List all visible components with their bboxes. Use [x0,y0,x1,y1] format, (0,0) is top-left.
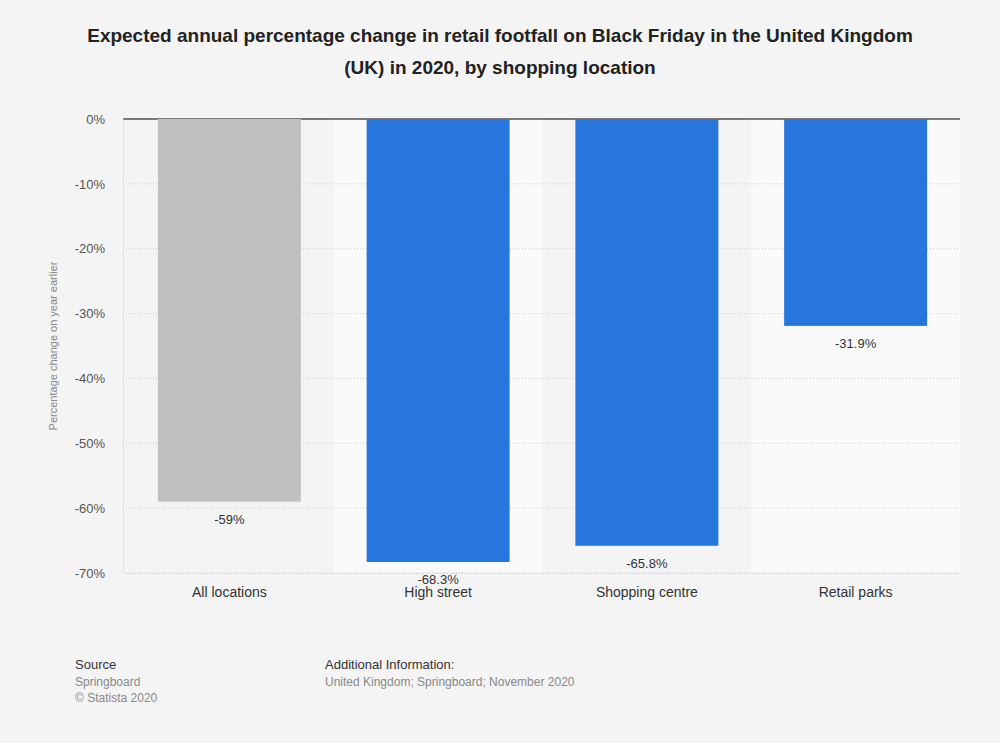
y-tick: 0% [86,112,123,127]
annotation: Springboard [75,675,140,689]
x-tick: Shopping centre [596,573,698,600]
data-label: -59% [214,512,245,527]
x-tick: Retail parks [819,573,893,600]
y-axis: 0% -10% -20% -30% -40% -50% -60% -70% [75,112,124,581]
x-tick: High street [404,573,472,600]
annotation: Additional Information: [325,657,454,672]
y-tick-label: 0% [86,112,105,127]
x-axis-line [126,573,961,574]
y-tick-label: -50% [75,436,106,451]
x-tick-label: High street [404,584,472,600]
y-tick: -40% [75,371,123,386]
x-axis: All locations High street Shopping centre R… [126,573,961,600]
band [751,119,960,573]
y-axis-title: Percentage change on year earlier [47,261,59,430]
annotation: Source [75,657,116,672]
annotation: United Kingdom; Springboard; November 20… [325,675,575,689]
band [334,119,543,573]
y-tick: -50% [75,436,123,451]
y-tick: -10% [75,177,123,192]
y-tick-label: -10% [75,177,106,192]
grid-line [123,573,960,574]
y-axis-line [123,120,124,574]
bar [158,119,301,502]
y-tick: -30% [75,306,123,321]
bars [158,119,927,562]
data-label: -31.9% [835,336,877,351]
y-tick: -70% [75,566,123,581]
x-tick-label: All locations [192,584,267,600]
bar [575,119,718,546]
grid [123,119,960,573]
y-tick-label: -70% [75,566,106,581]
y-tick-label: -30% [75,306,106,321]
annotation: © Statista 2020 [75,691,158,705]
title: Expected annual percentage change in ret… [87,25,913,78]
grid-line [123,508,960,509]
y-tick: -60% [75,501,123,516]
x-tick: All locations [192,573,267,600]
data-label: -65.8% [626,556,668,571]
y-tick: -20% [75,241,123,256]
background [0,0,1000,743]
x-tick-label: Shopping centre [596,584,698,600]
bands [334,119,960,573]
y-tick-label: -20% [75,241,106,256]
y-tick-label: -60% [75,501,106,516]
y-tick-label: -40% [75,371,106,386]
bar [367,119,510,562]
x-tick-label: Retail parks [819,584,893,600]
footer: Source Springboard © Statista 2020 Addition… [75,657,575,705]
bar [784,119,927,326]
data-labels: -59%-68.3%-65.8%-31.9% [214,336,876,587]
